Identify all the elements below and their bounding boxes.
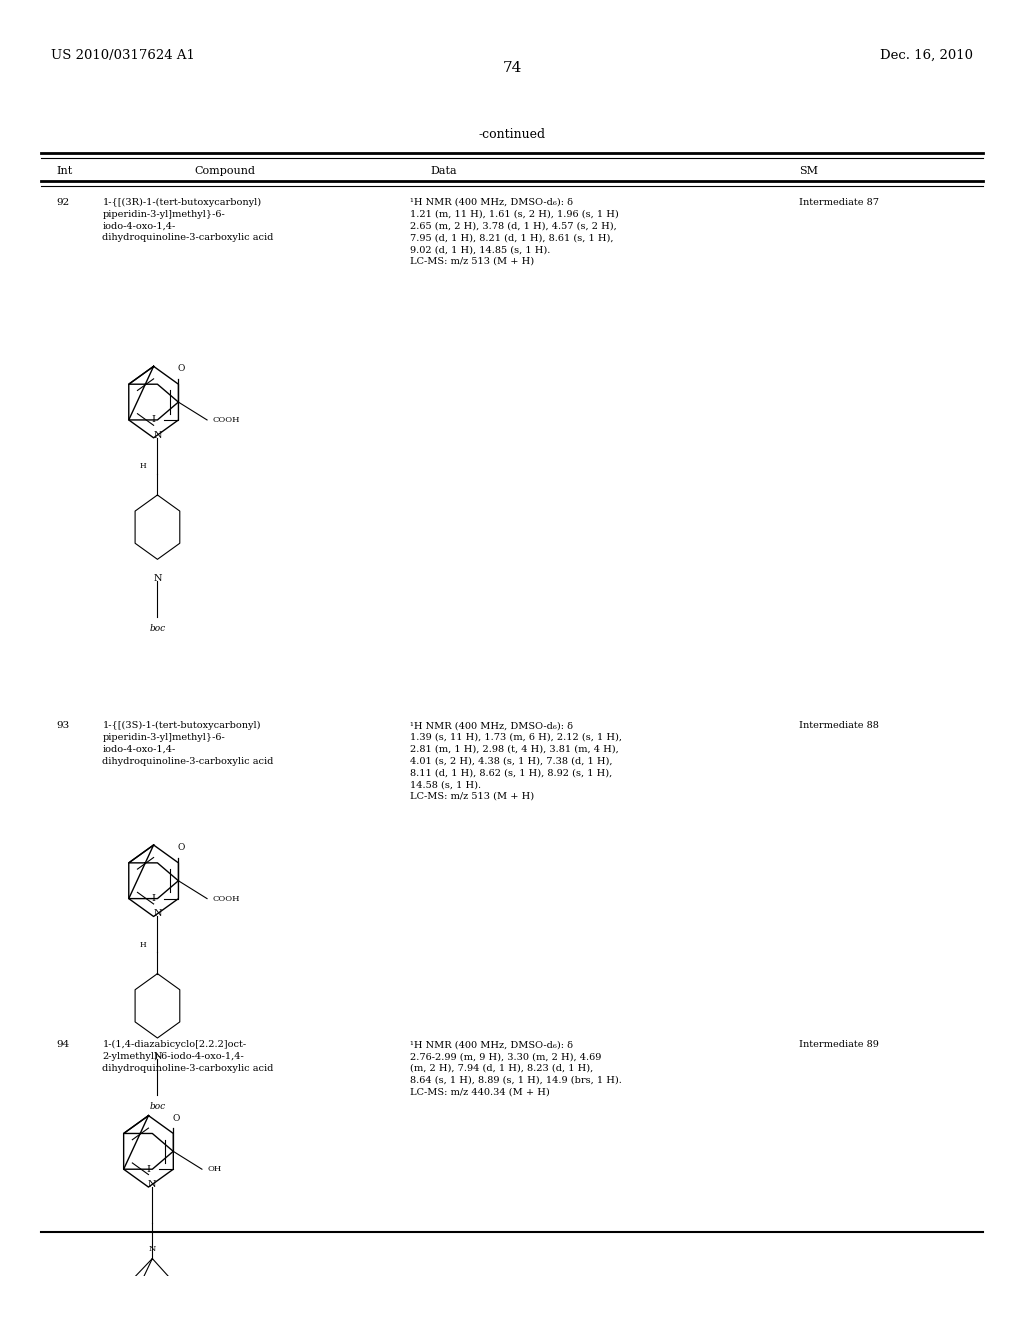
Text: Compound: Compound [195,166,256,176]
Text: N: N [154,430,162,440]
Text: 1-{[(3R)-1-(tert-butoxycarbonyl)
piperidin-3-yl]methyl}-6-
iodo-4-oxo-1,4-
dihyd: 1-{[(3R)-1-(tert-butoxycarbonyl) piperid… [102,198,273,243]
Text: I: I [152,416,156,425]
Text: COOH: COOH [213,416,241,424]
Text: Intermediate 87: Intermediate 87 [799,198,879,207]
Text: Data: Data [430,166,457,176]
Text: Intermediate 88: Intermediate 88 [799,721,879,730]
Text: 94: 94 [56,1040,70,1049]
Text: US 2010/0317624 A1: US 2010/0317624 A1 [51,49,196,62]
Text: O: O [172,1114,180,1123]
Text: Int: Int [56,166,73,176]
Text: N: N [154,1052,162,1061]
Text: 93: 93 [56,721,70,730]
Text: Intermediate 89: Intermediate 89 [799,1040,879,1049]
Text: H: H [140,462,146,470]
Text: COOH: COOH [213,895,241,903]
Text: N: N [148,1180,157,1189]
Text: N: N [154,574,162,582]
Text: I: I [152,894,156,903]
Text: boc: boc [150,1102,166,1111]
Text: O: O [177,364,185,374]
Text: 74: 74 [503,61,521,75]
Text: ¹H NMR (400 MHz, DMSO-d₆): δ
2.76-2.99 (m, 9 H), 3.30 (m, 2 H), 4.69
(m, 2 H), 7: ¹H NMR (400 MHz, DMSO-d₆): δ 2.76-2.99 (… [410,1040,622,1097]
Text: OH: OH [208,1166,222,1173]
Text: 92: 92 [56,198,70,207]
Text: 1-(1,4-diazabicyclo[2.2.2]oct-
2-ylmethyl)-6-iodo-4-oxo-1,4-
dihydroquinoline-3-: 1-(1,4-diazabicyclo[2.2.2]oct- 2-ylmethy… [102,1040,273,1073]
Text: 1-{[(3S)-1-(tert-butoxycarbonyl)
piperidin-3-yl]methyl}-6-
iodo-4-oxo-1,4-
dihyd: 1-{[(3S)-1-(tert-butoxycarbonyl) piperid… [102,721,273,766]
Text: Dec. 16, 2010: Dec. 16, 2010 [880,49,973,62]
Text: ¹H NMR (400 MHz, DMSO-d₆): δ
1.39 (s, 11 H), 1.73 (m, 6 H), 2.12 (s, 1 H),
2.81 : ¹H NMR (400 MHz, DMSO-d₆): δ 1.39 (s, 11… [410,721,622,801]
Text: N: N [154,909,162,919]
Text: O: O [177,843,185,853]
Text: -continued: -continued [478,128,546,141]
Text: boc: boc [150,623,166,632]
Text: ¹H NMR (400 MHz, DMSO-d₆): δ
1.21 (m, 11 H), 1.61 (s, 2 H), 1.96 (s, 1 H)
2.65 (: ¹H NMR (400 MHz, DMSO-d₆): δ 1.21 (m, 11… [410,198,618,265]
Text: H: H [140,941,146,949]
Text: SM: SM [799,166,818,176]
Text: N: N [148,1245,156,1253]
Text: I: I [146,1164,151,1173]
